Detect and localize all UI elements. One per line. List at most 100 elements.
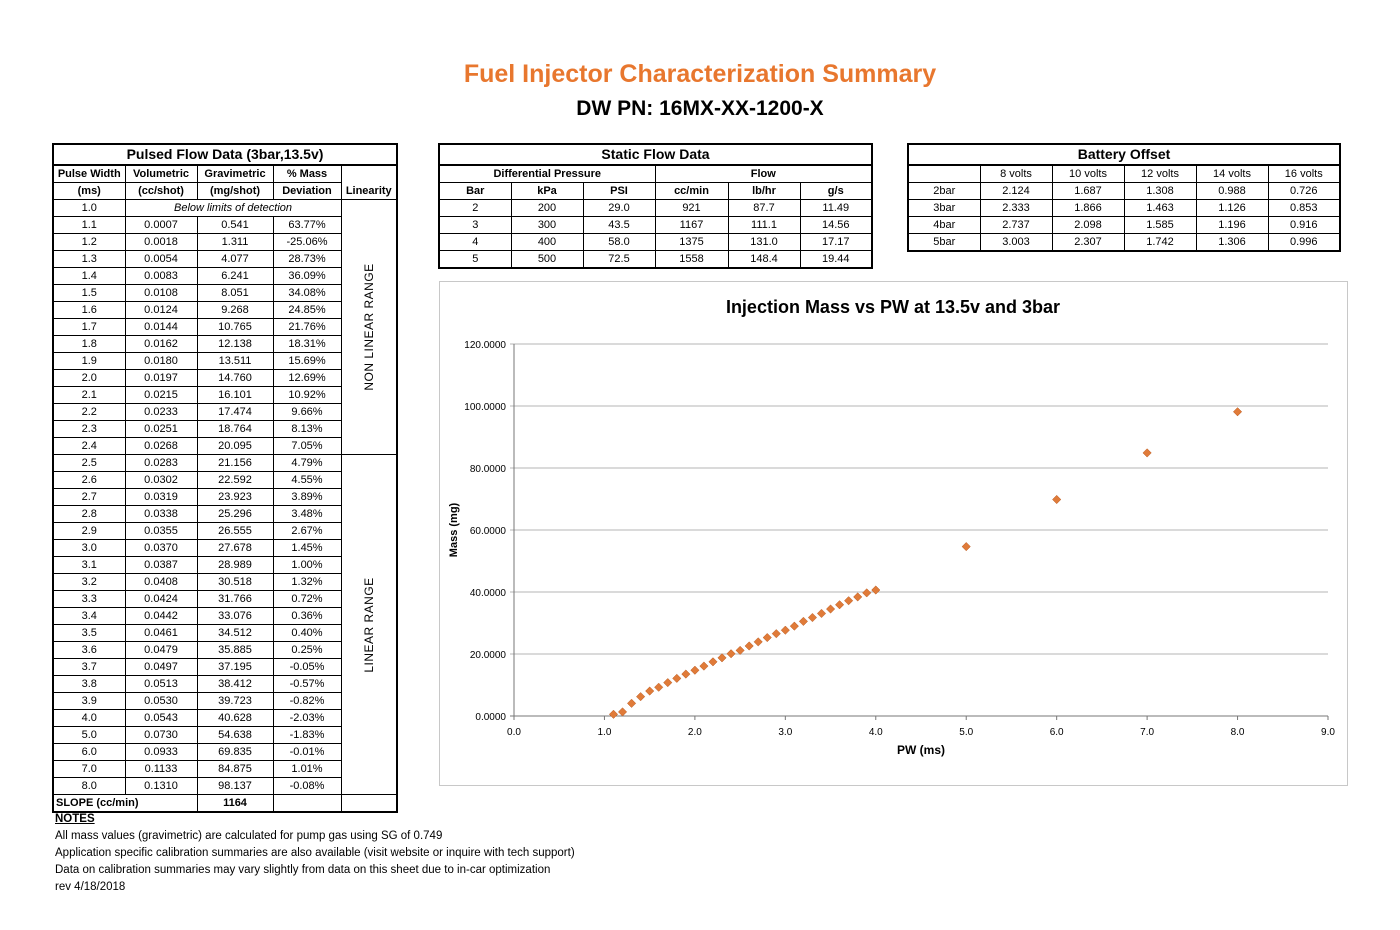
slope-label: SLOPE (cc/min) bbox=[52, 794, 198, 813]
pulse-width-cell: 2.0 bbox=[52, 369, 126, 387]
pulse-width-cell: 3.0 bbox=[52, 539, 126, 557]
gravimetric-cell: 22.592 bbox=[196, 471, 274, 489]
header-10-volts: 10 volts bbox=[1051, 164, 1125, 183]
deviation-cell: 0.40% bbox=[272, 624, 342, 642]
y-tick-label: 60.0000 bbox=[470, 526, 507, 537]
bar-cell: 3 bbox=[438, 216, 512, 234]
header-kpa: kPa bbox=[510, 182, 584, 200]
table-row: 4.0 0.0543 40.628 -2.03% bbox=[52, 709, 397, 727]
cc-min-cell: 921 bbox=[654, 199, 729, 217]
battery-offset-table: Battery Offset 8 volts 10 volts 12 volts… bbox=[907, 143, 1341, 252]
deviation-cell: 10.92% bbox=[272, 386, 342, 404]
table-row: 1.7 0.0144 10.765 21.76% bbox=[52, 318, 397, 336]
data-point bbox=[645, 686, 655, 696]
volumetric-cell: 0.0268 bbox=[124, 437, 198, 455]
pulse-width-cell: 3.9 bbox=[52, 692, 126, 710]
cc-min-cell: 1167 bbox=[654, 216, 729, 234]
pulse-width-cell: 2.5 bbox=[52, 454, 126, 472]
differential-pressure-header: Differential Pressure bbox=[438, 164, 656, 183]
volumetric-cell: 0.0162 bbox=[124, 335, 198, 353]
table-row: 3 300 43.5 1167 111.1 14.56 bbox=[438, 216, 873, 234]
pulse-width-cell: 1.8 bbox=[52, 335, 126, 353]
deviation-cell: 1.32% bbox=[272, 573, 342, 591]
pulse-width-cell: 2.8 bbox=[52, 505, 126, 523]
chart-title: Injection Mass vs PW at 13.5v and 3bar bbox=[726, 297, 1060, 317]
pulse-width-cell: 2.3 bbox=[52, 420, 126, 438]
table-row: 2 200 29.0 921 87.7 11.49 bbox=[438, 199, 873, 217]
data-point bbox=[816, 608, 827, 619]
lb-hr-cell: 148.4 bbox=[727, 250, 801, 269]
deviation-cell: 28.73% bbox=[272, 250, 342, 268]
deviation-cell: -0.08% bbox=[272, 777, 342, 795]
pulse-width-cell: 5.0 bbox=[52, 726, 126, 744]
deviation-cell: -0.82% bbox=[272, 692, 342, 710]
x-tick-label: 7.0 bbox=[1140, 727, 1154, 738]
gravimetric-cell: 28.989 bbox=[196, 556, 274, 574]
pulse-width-cell: 1.5 bbox=[52, 284, 126, 302]
pulse-width-cell: 2.6 bbox=[52, 471, 126, 489]
data-point bbox=[717, 653, 727, 663]
data-point bbox=[708, 657, 718, 667]
kpa-cell: 400 bbox=[510, 233, 584, 251]
pulse-width-cell: 4.0 bbox=[52, 709, 126, 727]
gravimetric-cell: 1.311 bbox=[196, 233, 274, 251]
note-line: All mass values (gravimetric) are calcul… bbox=[55, 830, 443, 842]
offset-8v-cell: 2.333 bbox=[979, 199, 1053, 217]
offset-14v-cell: 1.196 bbox=[1195, 216, 1269, 234]
header-16-volts: 16 volts bbox=[1267, 164, 1341, 183]
table-row: 2bar 2.124 1.687 1.308 0.988 0.726 bbox=[907, 182, 1341, 200]
g-s-cell: 14.56 bbox=[799, 216, 873, 234]
pulse-width-cell: 2.2 bbox=[52, 403, 126, 421]
gravimetric-cell: 27.678 bbox=[196, 539, 274, 557]
lb-hr-cell: 111.1 bbox=[727, 216, 801, 234]
x-tick-label: 9.0 bbox=[1321, 727, 1335, 738]
volumetric-cell: 0.0461 bbox=[124, 624, 198, 642]
gravimetric-cell: 16.101 bbox=[196, 386, 274, 404]
volumetric-cell: 0.0251 bbox=[124, 420, 198, 438]
y-axis-label: Mass (mg) bbox=[448, 502, 460, 557]
table-row: 4 400 58.0 1375 131.0 17.17 bbox=[438, 233, 873, 251]
psi-cell: 29.0 bbox=[582, 199, 656, 217]
gravimetric-cell: 39.723 bbox=[196, 692, 274, 710]
pulse-width-cell: 2.7 bbox=[52, 488, 126, 506]
gravimetric-cell: 98.137 bbox=[196, 777, 274, 795]
x-tick-label: 8.0 bbox=[1231, 727, 1245, 738]
volumetric-cell: 0.0180 bbox=[124, 352, 198, 370]
volumetric-cell: 0.0197 bbox=[124, 369, 198, 387]
offset-12v-cell: 1.585 bbox=[1123, 216, 1197, 234]
header-lb-hr: lb/hr bbox=[727, 182, 801, 200]
table-row: 3.6 0.0479 35.885 0.25% bbox=[52, 641, 397, 659]
header-cc-min: cc/min bbox=[654, 182, 729, 200]
pulse-width-cell: 3.7 bbox=[52, 658, 126, 676]
data-point bbox=[690, 665, 700, 675]
table-row: 3.4 0.0442 33.076 0.36% bbox=[52, 607, 397, 625]
data-point bbox=[853, 592, 863, 602]
volumetric-cell: 0.0338 bbox=[124, 505, 198, 523]
deviation-cell: 4.79% bbox=[272, 454, 342, 472]
header-blank bbox=[907, 164, 981, 183]
offset-14v-cell: 0.988 bbox=[1195, 182, 1269, 200]
offset-16v-cell: 0.853 bbox=[1267, 199, 1341, 217]
data-point bbox=[608, 709, 619, 719]
data-point bbox=[826, 604, 836, 614]
offset-10v-cell: 2.098 bbox=[1051, 216, 1125, 234]
offset-12v-cell: 1.308 bbox=[1123, 182, 1197, 200]
data-point bbox=[681, 669, 691, 679]
data-point bbox=[744, 641, 754, 651]
volumetric-cell: 0.1133 bbox=[124, 760, 198, 778]
gravimetric-cell: 8.051 bbox=[196, 284, 274, 302]
pressure-cell: 4bar bbox=[907, 216, 981, 234]
offset-10v-cell: 2.307 bbox=[1051, 233, 1125, 252]
deviation-cell: -2.03% bbox=[272, 709, 342, 727]
psi-cell: 72.5 bbox=[582, 250, 656, 269]
header-gravimetric: Gravimetric bbox=[196, 164, 274, 183]
volumetric-cell: 0.0283 bbox=[124, 454, 198, 472]
battery-offset-caption: Battery Offset bbox=[907, 143, 1341, 166]
kpa-cell: 200 bbox=[510, 199, 584, 217]
pulse-width-cell: 1.4 bbox=[52, 267, 126, 285]
bar-cell: 5 bbox=[438, 250, 512, 269]
header-14-volts: 14 volts bbox=[1195, 164, 1269, 183]
data-point bbox=[771, 629, 781, 639]
deviation-cell: 36.09% bbox=[272, 267, 342, 285]
table-row: 1.4 0.0083 6.241 36.09% bbox=[52, 267, 397, 285]
